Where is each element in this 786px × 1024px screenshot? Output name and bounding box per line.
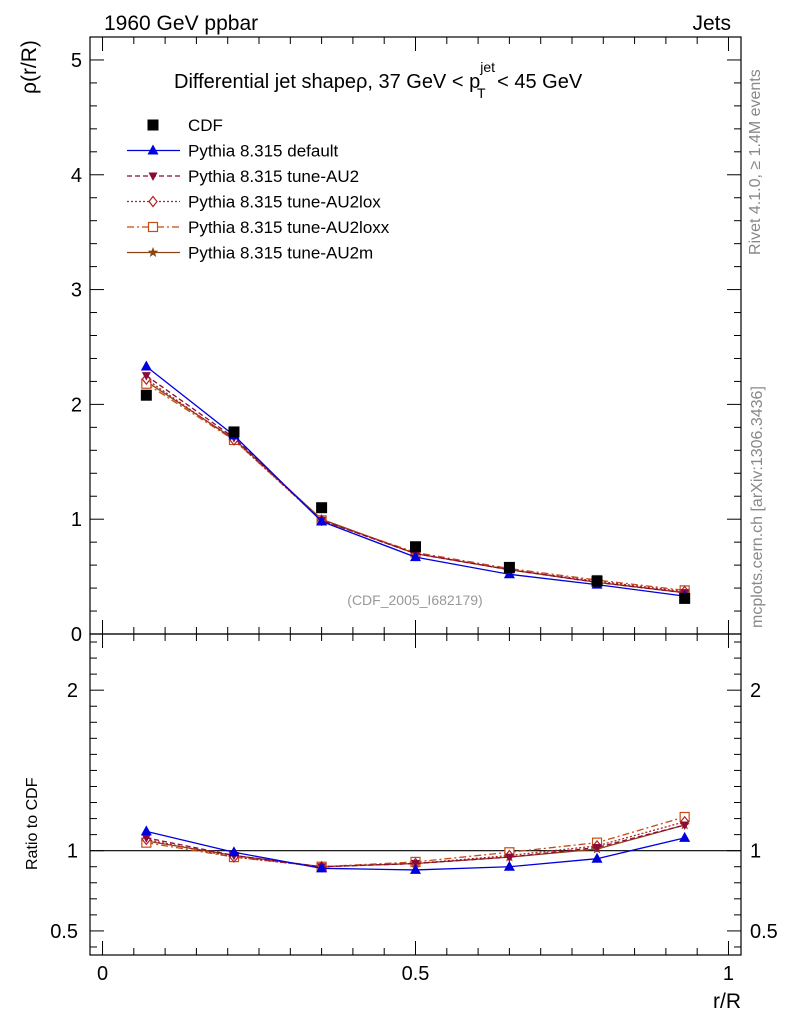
y-tick-label: 2 [71,394,82,416]
analysis-watermark: (CDF_2005_I682179) [347,592,482,608]
y-axis-label: ρ(r/R) [18,40,41,94]
ratio-pythia-8-315-tune-au2-point [680,821,690,830]
main-cdf-point [410,541,421,553]
legend-label: Pythia 8.315 tune-AU2m [188,244,373,263]
ratio-pythia-8-315-default-point [410,863,421,874]
legend-marker [148,195,158,208]
legend-marker [147,119,159,131]
legend: CDF Pythia 8.315 default Pythia 8.315 tune… [127,116,390,263]
ratio-y-tick-label-right: 1 [750,841,761,863]
rivet-label-suffix: 1.4M events [747,69,764,161]
main-cdf-point [228,426,240,438]
y-tick-label: 3 [71,280,82,302]
plot-title-suffix: < 45 GeV [492,71,583,93]
x-tick-label: 0 [97,963,108,985]
main-pythia-8-315-tune-au2-point [141,372,151,381]
y-tick-label: 5 [71,50,82,72]
main-pythia-8-315-tune-au2-series [141,372,690,598]
legend-label: Pythia 8.315 tune-AU2 [188,167,359,186]
legend-marker [147,247,159,257]
ratio-pythia-8-315-default-point [503,860,515,871]
legend-item-cdf: CDF [147,116,223,135]
ratio-y-tick-label: 1 [67,841,78,863]
ratio-y-axis-label: Ratio to CDF [24,777,41,870]
main-axis-ticks [90,36,741,955]
rivet-label-symbol: ≥ [747,161,764,170]
main-pythia-8-315-default-point [140,360,152,371]
ratio-pythia-8-315-default-point [591,852,603,863]
legend-item-pythia-8-315-tune-au2: Pythia 8.315 tune-AU2 [127,167,359,186]
ratio-y-tick-label-right: 2 [750,680,761,702]
legend-item-pythia-8-315-tune-au2loxx: Pythia 8.315 tune-AU2loxx [127,218,390,237]
ratio-axis-ticks [90,641,741,948]
main-pythia-8-315-default-line [145,365,685,597]
plot-title-prefix: Differential jet shapeρ, 37 GeV < p [174,71,480,93]
ratio-y-tick-label: 2 [67,680,78,702]
x-tick-label: 0.5 [402,963,430,985]
plot-title-sup: jet [479,59,495,75]
legend-marker [147,144,159,155]
main-pythia-8-315-tune-au2m-series [141,375,690,598]
legend-marker [147,221,159,233]
main-cdf-point [679,592,691,604]
ratio-pythia-8-315-tune-au2-point [141,834,151,843]
ratio-pythia-8-315-default-point [679,831,691,842]
ratio-series-group [140,811,691,874]
x-tick-labels: 0 0.5 1 [97,963,734,985]
plot-title: Differential jet shapeρ, 37 GeV < pjet T … [174,59,583,101]
ratio-y-tick-label: 0.5 [50,921,78,943]
legend-label: Pythia 8.315 tune-AU2loxx [188,218,390,237]
x-tick-label: 1 [723,963,734,985]
ratio-pythia-8-315-tune-au2-point [592,843,602,853]
main-pythia-8-315-tune-au2lox-series [141,373,690,598]
main-pythia-8-315-default-point [503,568,515,579]
main-pythia-8-315-default-series [140,360,691,601]
main-cdf-point [140,389,152,401]
y-tick-label: 4 [71,165,82,187]
main-pythia-8-315-tune-au2loxx-series [141,378,690,596]
mcplots-label: mcplots.cern.ch [arXiv:1306.3436] [749,386,766,628]
ratio-pythia-8-315-default-point [140,825,152,836]
header-left: 1960 GeV ppbar [104,12,258,35]
main-pythia-8-315-default-point [410,551,421,562]
rivet-label: Rivet 4.1.0, ≥ 1.4M events [747,69,764,255]
y-tick-label: 1 [71,509,82,531]
x-axis-label: r/R [713,990,741,1013]
plot-title-sub: T [477,85,486,101]
main-series-group [140,360,691,604]
legend-marker [148,172,158,181]
header-right: Jets [692,12,731,35]
legend-item-pythia-8-315-default: Pythia 8.315 default [127,142,339,161]
ratio-plot-frame [89,633,742,956]
rivet-label-prefix: Rivet 4.1.0, [747,170,764,255]
main-cdf-point [503,561,515,573]
main-tick-labels: 0 1 2 3 4 5 [71,50,82,646]
legend-label: CDF [188,116,223,135]
ratio-y-tick-label-right: 0.5 [750,921,778,943]
legend-item-pythia-8-315-tune-au2lox: Pythia 8.315 tune-AU2lox [127,193,381,212]
ratio-tick-labels: 0.5 0.5 1 1 2 2 [50,680,778,943]
main-pythia-8-315-default-point [316,515,328,526]
ratio-pythia-8-315-default-point [316,862,328,873]
main-cdf-point [591,575,603,587]
legend-label: Pythia 8.315 tune-AU2lox [188,193,381,212]
y-tick-label: 0 [71,624,82,646]
main-cdf-series [140,389,691,604]
ratio-pythia-8-315-default-series [140,825,691,874]
ratio-pythia-8-315-tune-au2-point [504,853,514,863]
legend-item-pythia-8-315-tune-au2m: Pythia 8.315 tune-AU2m [127,244,373,263]
ratio-pythia-8-315-default-point [228,846,240,857]
legend-label: Pythia 8.315 default [188,142,339,161]
main-cdf-point [316,502,328,514]
